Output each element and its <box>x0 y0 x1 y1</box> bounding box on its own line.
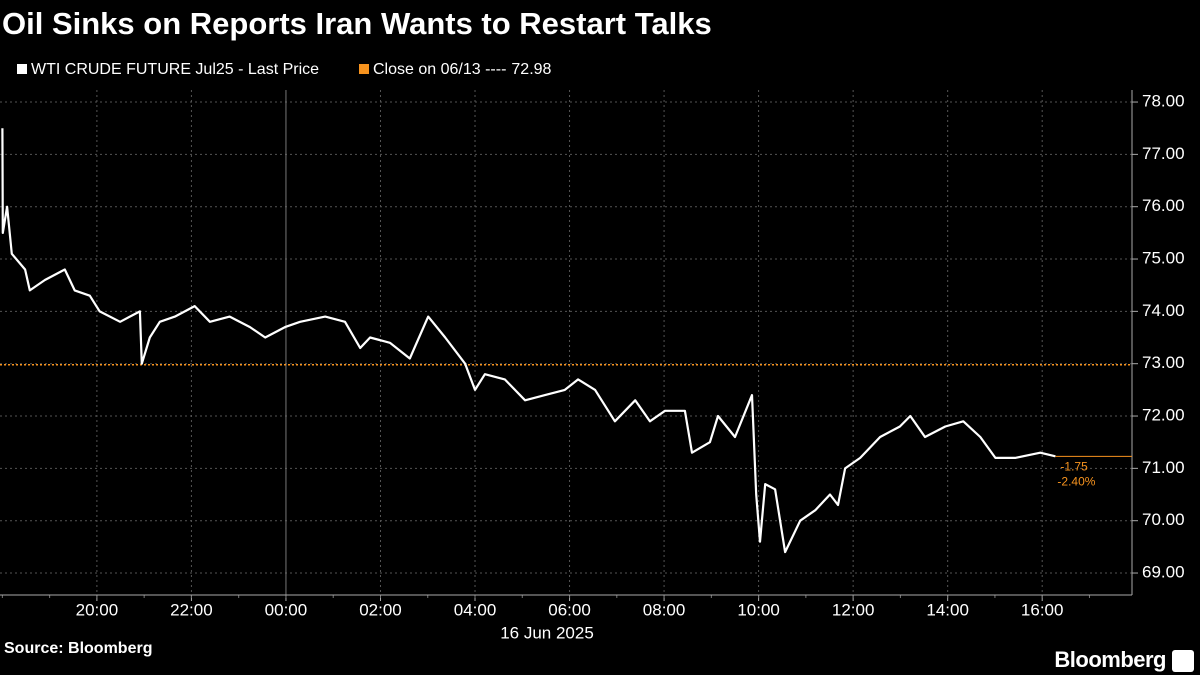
date-label: 16 Jun 2025 <box>500 623 594 642</box>
legend-value: 72.98 <box>511 61 551 78</box>
legend-text: Close on 06/13 ---- <box>373 61 506 78</box>
y-tick-label: 70.00 <box>1142 510 1185 529</box>
brand-icon <box>1172 650 1194 672</box>
legend-label: Close on 06/13 ---- 72.98 <box>373 61 552 78</box>
x-tick-label: 20:00 <box>76 600 119 619</box>
change-pct-label: -2.40% <box>1057 474 1095 488</box>
y-tick-label: 71.00 <box>1142 458 1185 477</box>
change-label: -1.75 <box>1060 459 1088 473</box>
x-tick-label: 10:00 <box>737 600 780 619</box>
y-tick-label: 73.00 <box>1142 353 1185 372</box>
y-tick-label: 75.00 <box>1142 249 1185 268</box>
x-tick-label: 14:00 <box>926 600 969 619</box>
brand: Bloomberg <box>1054 647 1166 672</box>
x-tick-label: 06:00 <box>548 600 591 619</box>
x-tick-label: 22:00 <box>170 600 213 619</box>
price-line <box>1 128 1056 554</box>
legend-label: WTI CRUDE FUTURE Jul25 - Last Price <box>31 61 319 78</box>
y-tick-label: 77.00 <box>1142 144 1185 163</box>
y-tick-label: 74.00 <box>1142 301 1185 320</box>
source: Source: Bloomberg <box>4 640 152 657</box>
legend-swatch <box>17 64 27 74</box>
x-tick-label: 00:00 <box>265 600 308 619</box>
y-tick-label: 76.00 <box>1142 196 1185 215</box>
y-tick-label: 72.00 <box>1142 406 1185 425</box>
x-tick-label: 04:00 <box>454 600 497 619</box>
legend-swatch <box>359 64 369 74</box>
y-tick-label: 69.00 <box>1142 563 1185 582</box>
x-tick-label: 16:00 <box>1021 600 1064 619</box>
chart-title: Oil Sinks on Reports Iran Wants to Resta… <box>2 6 712 41</box>
x-tick-label: 02:00 <box>359 600 402 619</box>
y-tick-label: 78.00 <box>1142 92 1185 111</box>
x-tick-label: 08:00 <box>643 600 686 619</box>
x-tick-label: 12:00 <box>832 600 875 619</box>
